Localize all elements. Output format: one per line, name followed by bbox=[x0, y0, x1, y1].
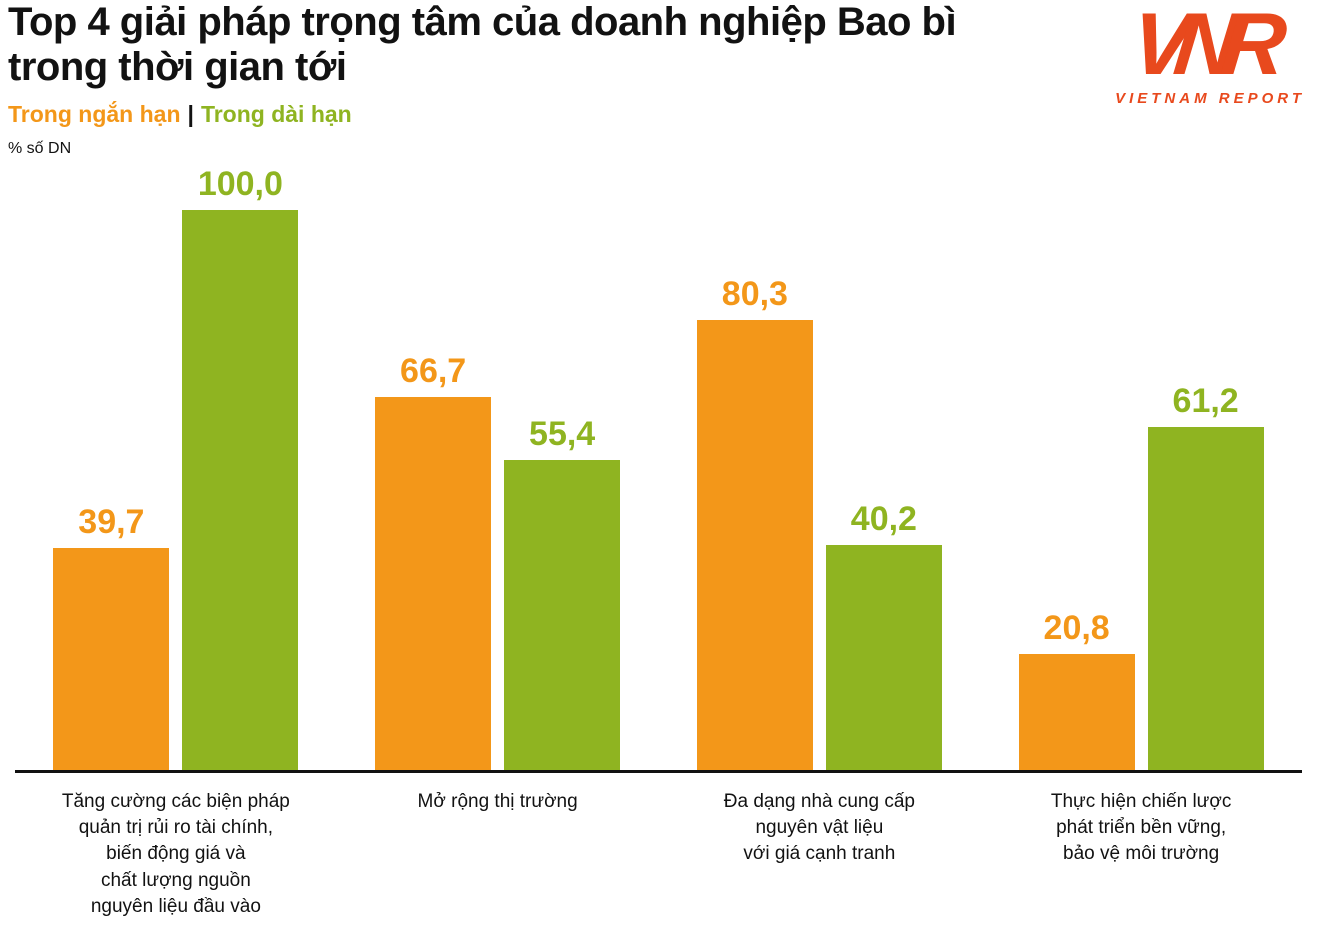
bar-value-label: 66,7 bbox=[400, 351, 467, 390]
bar-value-label: 40,2 bbox=[850, 499, 917, 538]
category-labels: Tăng cường các biện pháp quản trị rủi ro… bbox=[15, 789, 1302, 920]
bar-chart: 39,7 100,0 66,7 55,4 80,3 40,2 20,8 61,2 Tăng c… bbox=[15, 163, 1302, 920]
legend: Trong ngắn hạn | Trong dài hạn bbox=[8, 101, 352, 128]
legend-short-term: Trong ngắn hạn bbox=[8, 101, 181, 127]
category-label: Thực hiện chiến lược phát triển bền vững… bbox=[1050, 791, 1232, 865]
bar-plot: 39,7 100,0 66,7 55,4 80,3 40,2 20,8 61,2 bbox=[15, 163, 1302, 770]
bar-rect-long-term bbox=[182, 210, 299, 770]
bar-value-label: 100,0 bbox=[197, 165, 283, 203]
bar-group: 20,8 61,2 bbox=[980, 382, 1302, 770]
bar-group: 66,7 55,4 bbox=[337, 351, 659, 770]
bar-rect-short-term bbox=[53, 547, 170, 770]
bar-short-term: 39,7 bbox=[53, 502, 170, 770]
x-axis-line bbox=[15, 770, 1302, 773]
bar-group: 39,7 100,0 bbox=[15, 165, 337, 770]
legend-separator: | bbox=[187, 101, 194, 127]
bar-value-label: 20,8 bbox=[1043, 608, 1110, 647]
bar-value-label: 55,4 bbox=[529, 414, 596, 453]
legend-long-term: Trong dài hạn bbox=[200, 101, 352, 127]
vnr-logo: VNR VIETNAM REPORT bbox=[1115, 0, 1305, 107]
bar-rect-long-term bbox=[504, 459, 621, 770]
unit-label: % số DN bbox=[8, 140, 72, 157]
bar-group: 80,3 40,2 bbox=[659, 275, 981, 770]
vnr-logo-text: VIETNAM REPORT bbox=[1115, 90, 1305, 107]
bar-long-term: 100,0 bbox=[182, 165, 299, 770]
vnr-monogram-icon: VNR bbox=[1126, 0, 1276, 93]
bar-value-label: 61,2 bbox=[1172, 382, 1239, 421]
bar-value-label: 80,3 bbox=[721, 275, 788, 314]
bar-short-term: 80,3 bbox=[696, 275, 813, 770]
bar-rect-long-term bbox=[1147, 427, 1264, 770]
bar-long-term: 40,2 bbox=[825, 499, 942, 770]
page-title: Top 4 giải pháp trọng tâm của doanh nghi… bbox=[8, 0, 957, 89]
bar-long-term: 55,4 bbox=[504, 414, 621, 770]
bar-rect-short-term bbox=[696, 320, 813, 770]
bar-long-term: 61,2 bbox=[1147, 382, 1264, 770]
bar-short-term: 20,8 bbox=[1018, 608, 1135, 770]
bar-rect-long-term bbox=[825, 544, 942, 770]
bar-rect-short-term bbox=[1018, 653, 1135, 770]
category-label: Mở rộng thị trường bbox=[417, 791, 578, 812]
bar-short-term: 66,7 bbox=[375, 351, 492, 770]
category-label: Đa dạng nhà cung cấp nguyên vật liệu với… bbox=[723, 791, 915, 865]
bar-rect-short-term bbox=[375, 396, 492, 770]
bar-value-label: 39,7 bbox=[78, 502, 145, 541]
category-label: Tăng cường các biện pháp quản trị rủi ro… bbox=[61, 791, 290, 917]
